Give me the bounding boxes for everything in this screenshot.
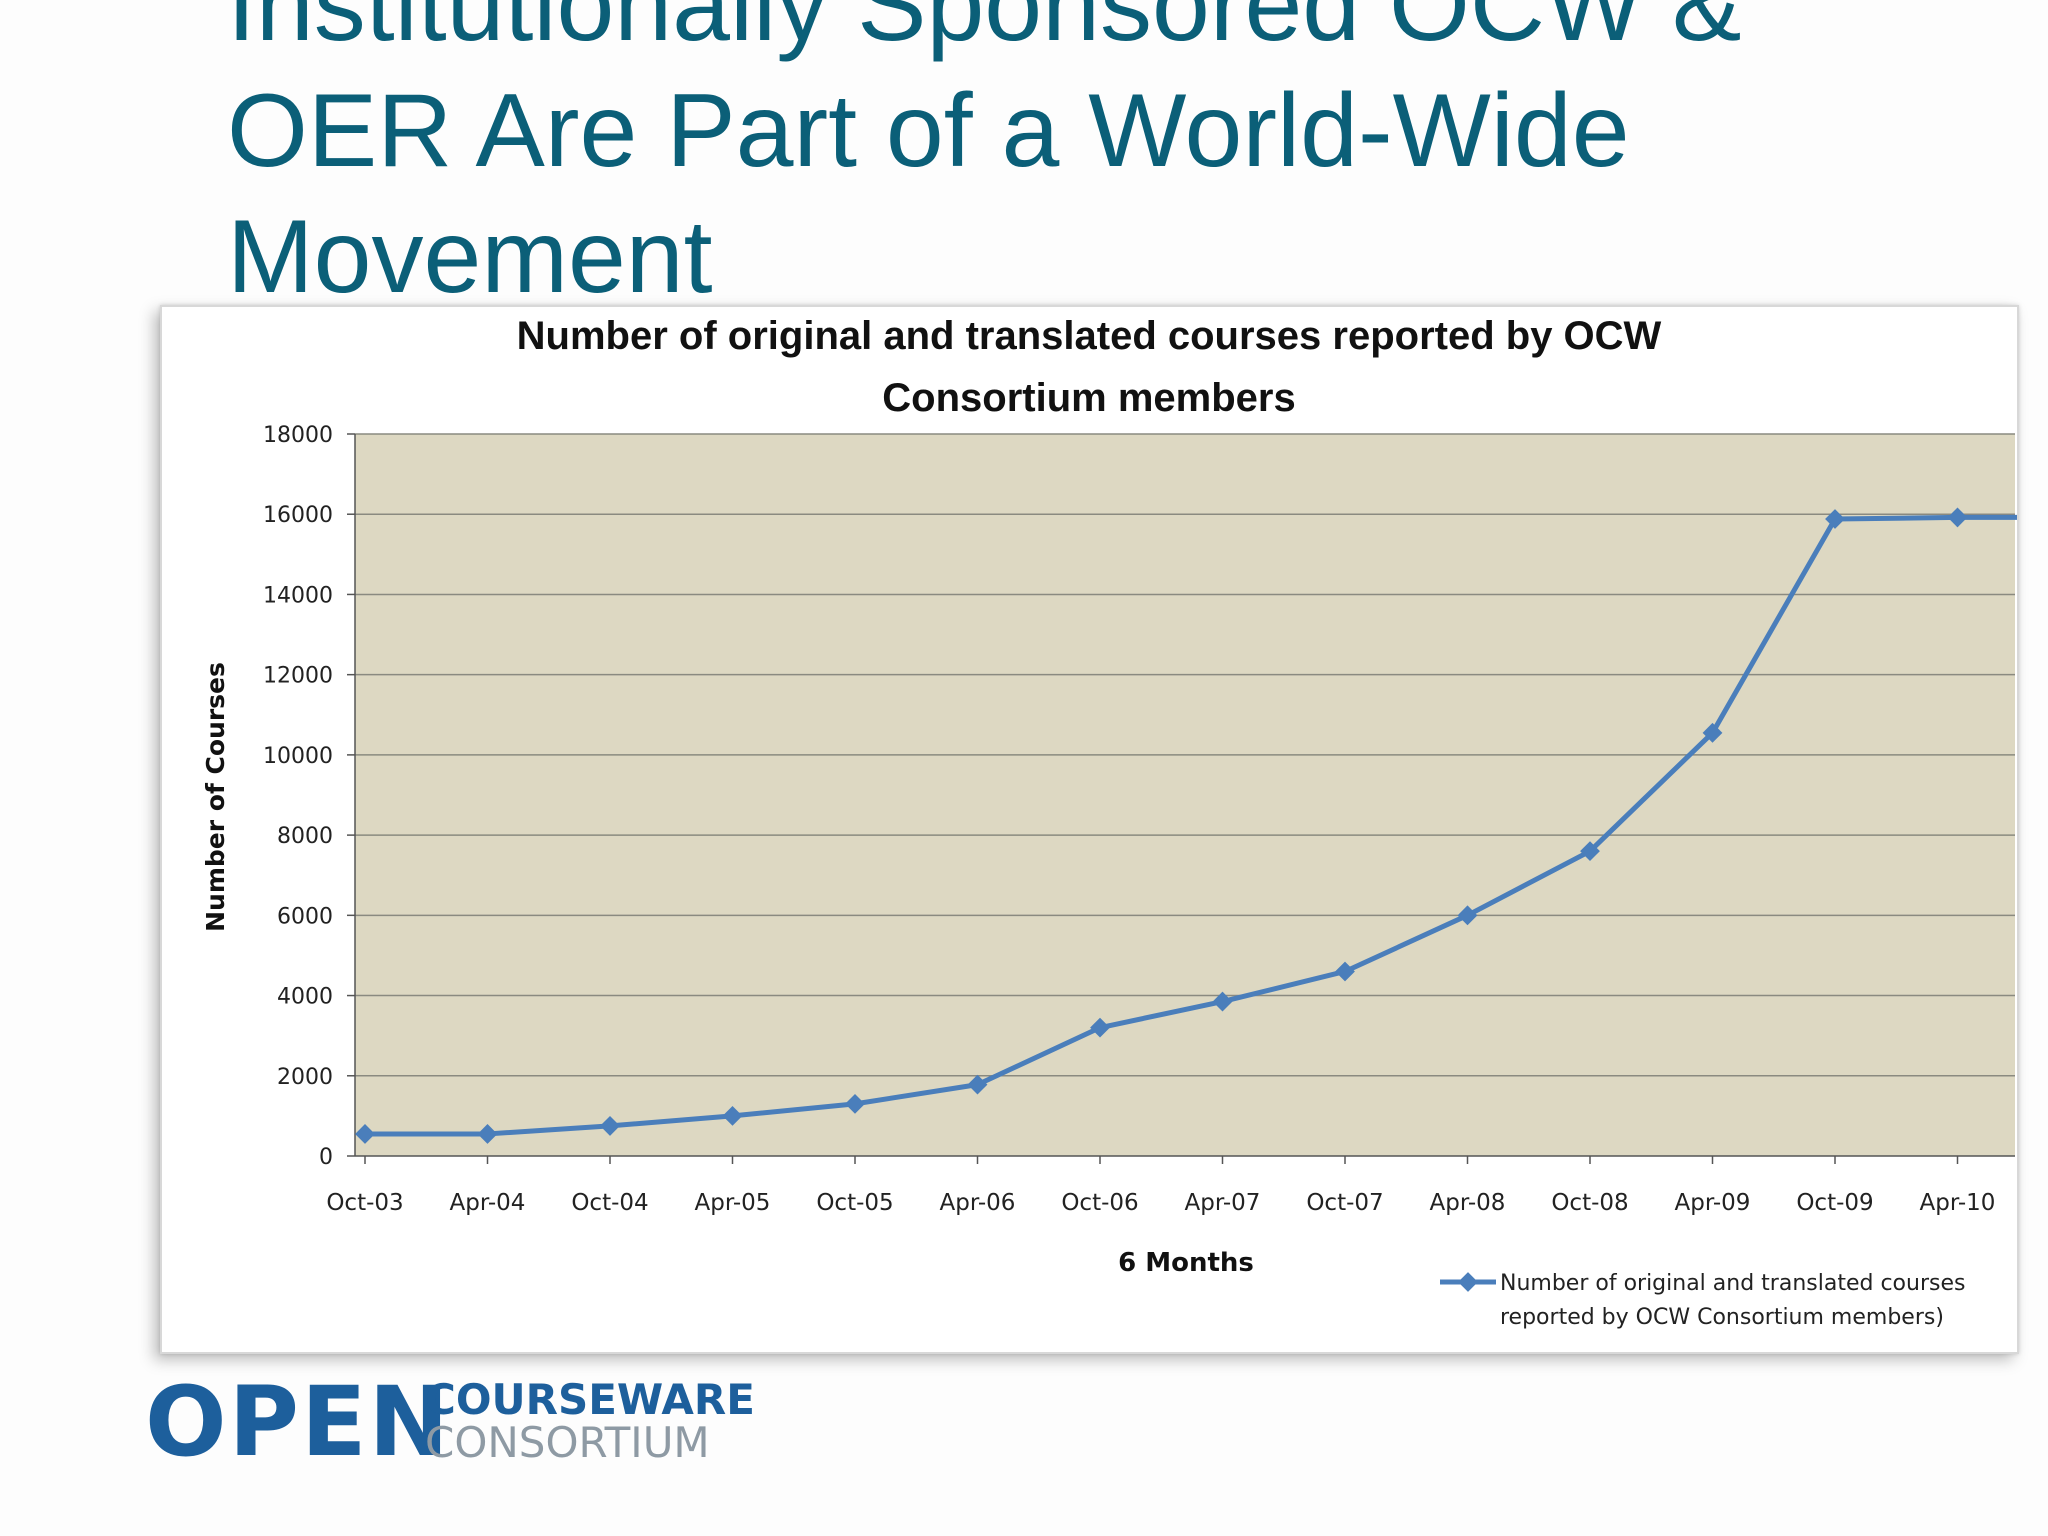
- logo-consortium-text: CONSORTIUM: [425, 1418, 710, 1467]
- x-axis-label: 6 Months: [1118, 1248, 1254, 1278]
- data-point: [477, 1124, 498, 1144]
- data-point: [1335, 961, 1355, 982]
- y-tick-label: 0: [319, 1145, 333, 1170]
- y-tick-label: 8000: [277, 824, 333, 849]
- slide-title-line-3: Movement: [227, 199, 713, 315]
- chart-title-line-2: Consortium members: [882, 376, 1295, 420]
- slide-title: Institutionally Sponsored OCW & OER Are …: [227, 0, 1987, 320]
- data-point: [1825, 509, 1845, 529]
- legend: Number of original and translated course…: [1440, 1271, 1965, 1330]
- data-point: [722, 1105, 743, 1126]
- data-point: [1702, 722, 1723, 743]
- legend-entry-line-1: Number of original and translated course…: [1500, 1271, 1965, 1296]
- x-tick-label: Oct-03: [326, 1190, 403, 1216]
- data-point: [355, 1124, 375, 1144]
- data-point: [845, 1093, 865, 1114]
- logo-courseware-text: COURSEWARE: [425, 1375, 755, 1424]
- y-tick-label: 16000: [263, 503, 333, 528]
- data-point: [1212, 991, 1233, 1012]
- y-tick-label: 12000: [263, 664, 333, 689]
- x-tick-label: Apr-07: [1185, 1190, 1261, 1216]
- x-tick-label: Apr-06: [940, 1190, 1016, 1216]
- line-chart: Number of original and translated course…: [201, 314, 2017, 1330]
- y-tick-label: 6000: [277, 904, 333, 929]
- chart-frame: Number of original and translated course…: [160, 305, 2019, 1354]
- x-tick-label: Apr-04: [450, 1190, 526, 1216]
- x-tick-label: Oct-06: [1061, 1190, 1138, 1216]
- x-tick-label: Apr-10: [1920, 1190, 1996, 1216]
- plot-area: [355, 434, 2015, 1156]
- chart-title-line-1: Number of original and translated course…: [517, 314, 1662, 358]
- x-tick-label: Oct-04: [571, 1190, 648, 1216]
- data-point: [1457, 905, 1478, 926]
- data-point: [1947, 507, 1968, 528]
- y-tick-label: 4000: [277, 985, 333, 1010]
- x-tick-label: Oct-05: [816, 1190, 893, 1216]
- logo-open-text: OPEN: [145, 1366, 451, 1478]
- y-tick-label: 18000: [263, 423, 333, 448]
- data-point: [1580, 841, 1600, 862]
- x-tick-label: Oct-07: [1306, 1190, 1383, 1216]
- slide-title-line-2: OER Are Part of a World-Wide: [227, 73, 1630, 189]
- data-point: [1090, 1017, 1110, 1038]
- slide-title-line-1: Institutionally Sponsored OCW &: [227, 0, 1742, 63]
- legend-marker-swatch: [1458, 1272, 1478, 1292]
- y-axis-label: Number of Courses: [201, 662, 230, 932]
- y-tick-label: 10000: [263, 744, 333, 769]
- x-tick-label: Oct-09: [1796, 1190, 1873, 1216]
- x-tick-label: Apr-08: [1430, 1190, 1506, 1216]
- x-tick-label: Apr-09: [1675, 1190, 1751, 1216]
- x-tick-label: Oct-08: [1551, 1190, 1628, 1216]
- x-tick-label: Apr-05: [695, 1190, 771, 1216]
- y-tick-label: 14000: [263, 583, 333, 608]
- data-point: [967, 1074, 988, 1095]
- y-tick-label: 2000: [277, 1065, 333, 1090]
- legend-entry-line-2: reported by OCW Consortium members): [1500, 1305, 1944, 1330]
